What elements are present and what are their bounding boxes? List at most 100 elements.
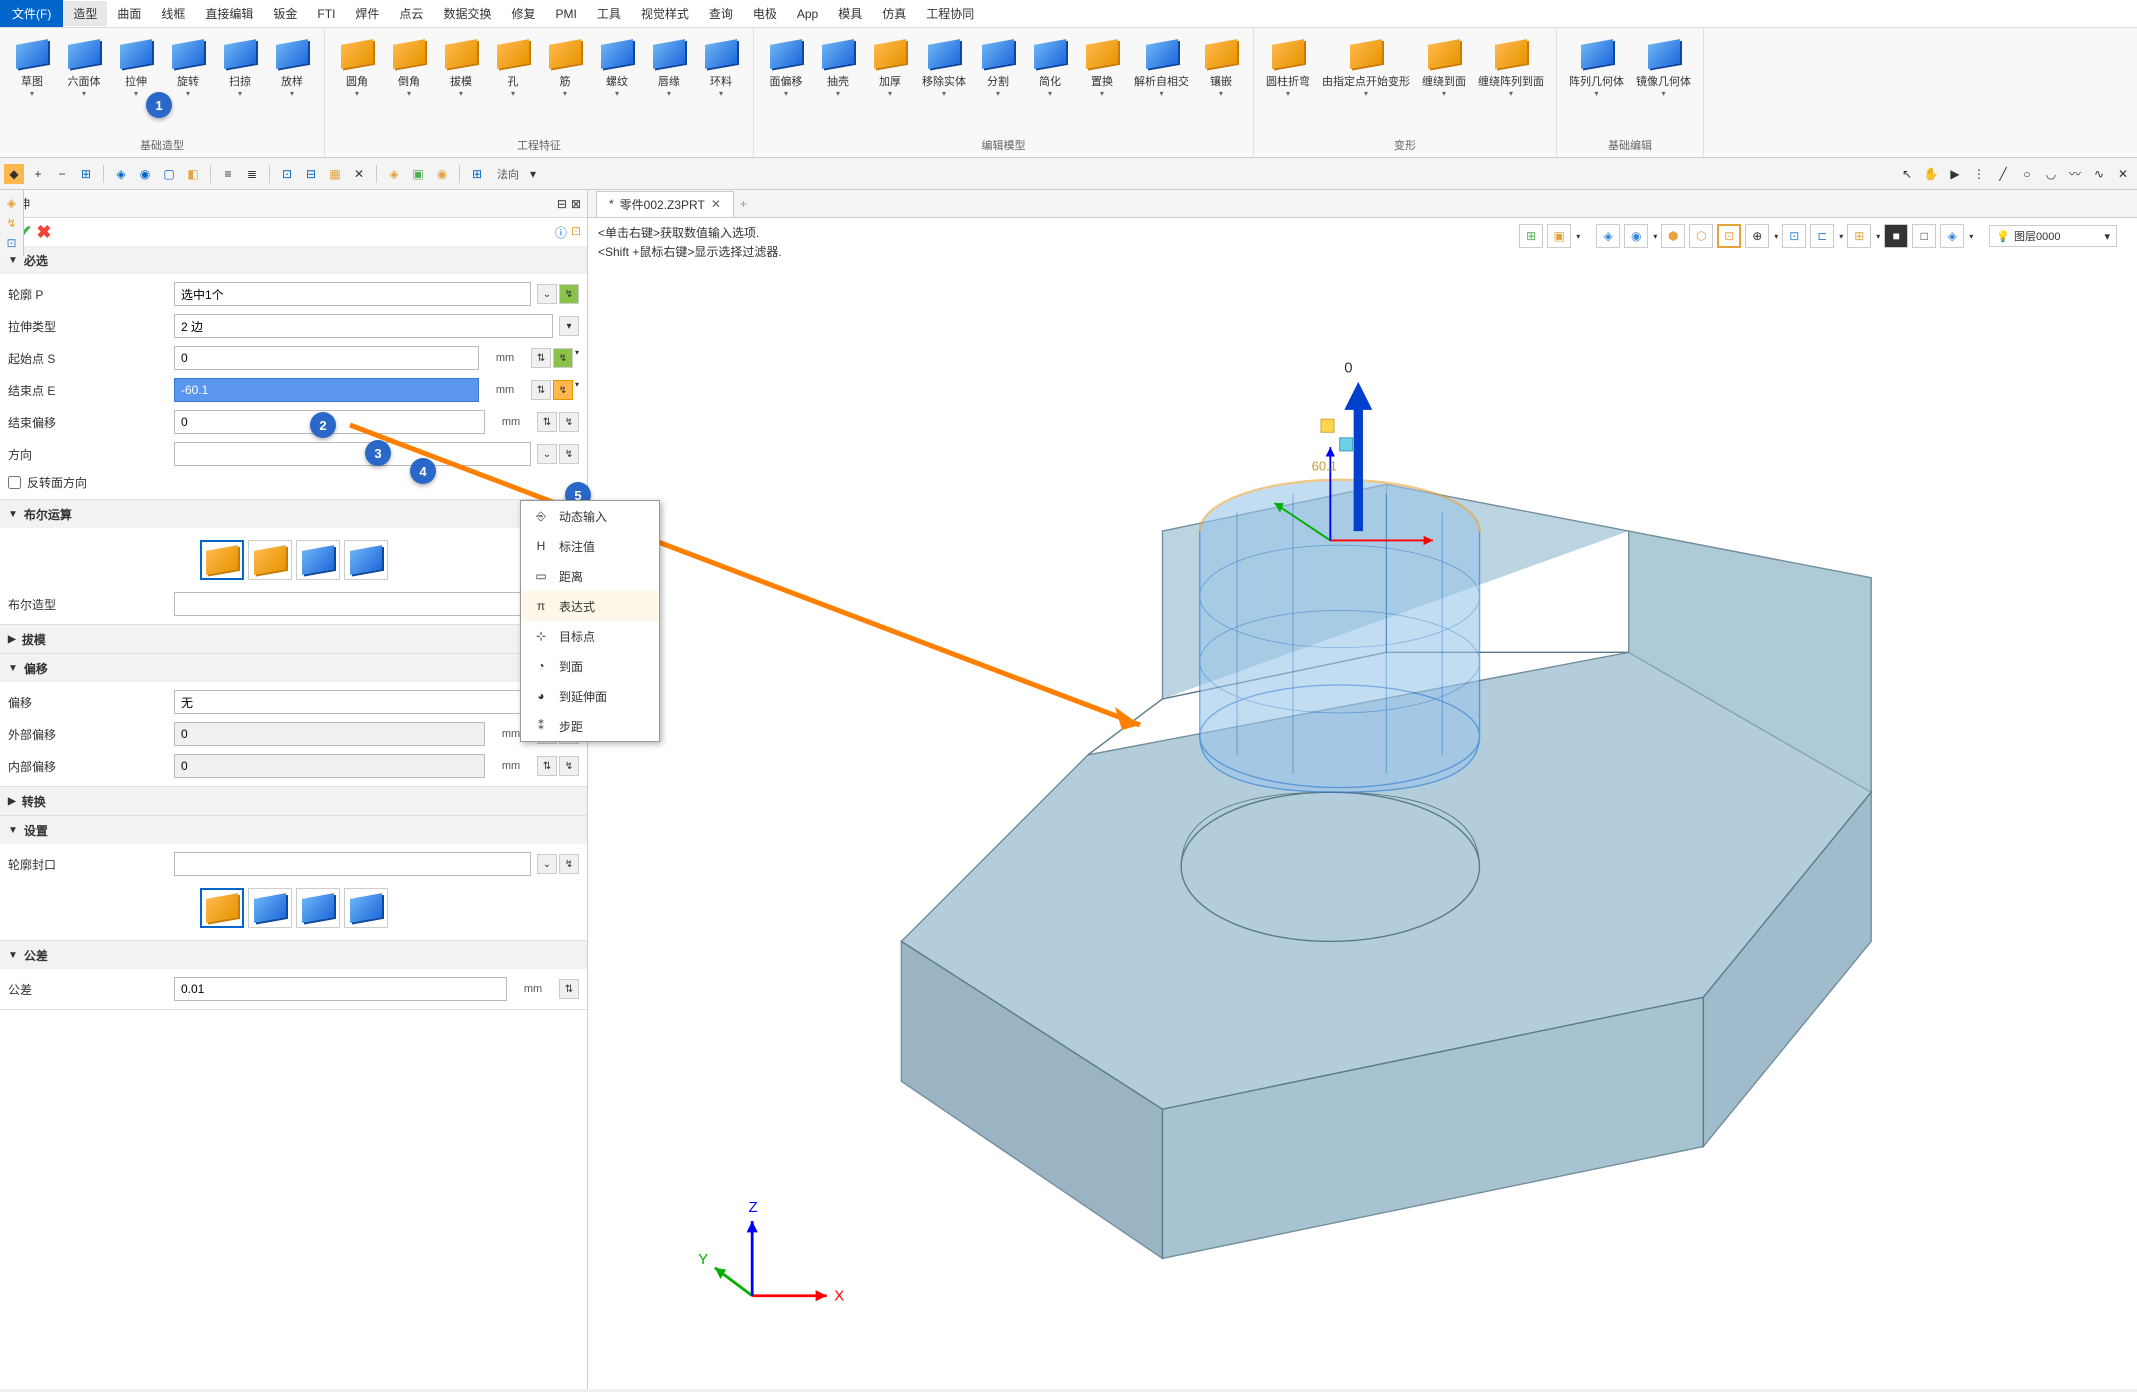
menu-item-electrode[interactable]: 电极 (743, 1, 787, 26)
menu-item-dataexchange[interactable]: 数据交换 (433, 1, 501, 26)
qt-btn-4[interactable]: ⊞ (76, 164, 96, 184)
section-boolean[interactable]: ▼布尔运算 (0, 500, 587, 528)
menu-item-pmi[interactable]: PMI (545, 3, 586, 25)
vt-btn-12[interactable]: ■ (1884, 224, 1908, 248)
context-menu-item[interactable]: ▭距离 (521, 561, 659, 591)
qt-btn-3[interactable]: − (52, 164, 72, 184)
vt-btn-6[interactable]: ⬡ (1689, 224, 1713, 248)
vt-btn-11[interactable]: ⊞ (1847, 224, 1871, 248)
qt-dropdown[interactable]: ▾ (523, 164, 543, 184)
start-input[interactable] (174, 346, 479, 370)
qt-btn-9[interactable]: ≡ (218, 164, 238, 184)
section-settings[interactable]: ▼设置 (0, 816, 587, 844)
inneroffset-spin-icon[interactable]: ⇅ (537, 756, 557, 776)
qt-hand[interactable]: ✋ (1921, 164, 1941, 184)
side-icon-3[interactable]: ⊡ (2, 236, 21, 250)
ribbon-button[interactable]: 由指定点开始变形▾ (1316, 30, 1416, 102)
ribbon-button[interactable]: 唇缘▾ (643, 30, 695, 102)
context-menu-item[interactable]: ◕到延伸面 (521, 681, 659, 711)
context-menu-item[interactable]: H标注值 (521, 531, 659, 561)
qt-play[interactable]: ▶ (1945, 164, 1965, 184)
seal-pick-icon[interactable]: ↯ (559, 854, 579, 874)
section-draft[interactable]: ▶拔模 (0, 625, 587, 653)
vt-btn-9[interactable]: ⊡ (1782, 224, 1806, 248)
seal-btn-1[interactable] (200, 888, 244, 928)
ribbon-button[interactable]: 孔▾ (487, 30, 539, 102)
doc-tab[interactable]: * 零件002.Z3PRT ✕ (596, 191, 734, 217)
start-pick-icon[interactable]: ↯ (553, 348, 573, 368)
direction-pick-icon[interactable]: ↯ (559, 444, 579, 464)
type-input[interactable] (174, 314, 553, 338)
ribbon-button[interactable]: 解析自相交▾ (1128, 30, 1195, 102)
qt-more1[interactable]: ⋮ (1969, 164, 1989, 184)
ribbon-button[interactable]: 六面体▾ (58, 30, 110, 102)
menu-item-tools[interactable]: 工具 (587, 1, 631, 26)
context-menu-item[interactable]: π表达式 (521, 591, 659, 621)
bool-btn-3[interactable] (296, 540, 340, 580)
outeroffset-input[interactable] (174, 722, 485, 746)
ribbon-button[interactable]: 环料▾ (695, 30, 747, 102)
vt-btn-4[interactable]: ◉ (1624, 224, 1648, 248)
seal-input[interactable] (174, 852, 531, 876)
menu-item-query[interactable]: 查询 (699, 1, 743, 26)
tab-add-icon[interactable]: + (740, 197, 747, 211)
seal-btn-2[interactable] (248, 888, 292, 928)
qt-btn-6[interactable]: ◉ (135, 164, 155, 184)
qt-cursor[interactable]: ↖ (1897, 164, 1917, 184)
3d-canvas[interactable]: 0 60.1 X Y (588, 270, 2137, 1389)
end-spin-icon[interactable]: ⇅ (531, 380, 551, 400)
section-offset[interactable]: ▼偏移 (0, 654, 587, 682)
inneroffset-pick-icon[interactable]: ↯ (559, 756, 579, 776)
menu-item-wireframe[interactable]: 线框 (151, 1, 195, 26)
menu-item-surface[interactable]: 曲面 (107, 1, 151, 26)
ribbon-button[interactable]: 缠绕到面▾ (1416, 30, 1472, 102)
qt-btn-7[interactable]: ▢ (159, 164, 179, 184)
tolerance-input[interactable] (174, 977, 507, 1001)
ribbon-button[interactable]: 简化▾ (1024, 30, 1076, 102)
profile-down-icon[interactable]: ⌄ (537, 284, 557, 304)
inneroffset-input[interactable] (174, 754, 485, 778)
endoffset-pick-icon[interactable]: ↯ (559, 412, 579, 432)
vt-btn-10[interactable]: ⊏ (1810, 224, 1834, 248)
end-pick-icon[interactable]: ↯ (553, 380, 573, 400)
menu-item-simulation[interactable]: 仿真 (872, 1, 916, 26)
vt-btn-1[interactable]: ⊞ (1519, 224, 1543, 248)
section-required[interactable]: ▼必选 (0, 246, 587, 274)
direction-input[interactable] (174, 442, 531, 466)
vt-btn-13[interactable]: □ (1912, 224, 1936, 248)
menu-item-pointcloud[interactable]: 点云 (389, 1, 433, 26)
ribbon-button[interactable]: 抽壳▾ (812, 30, 864, 102)
end-input[interactable] (174, 378, 479, 402)
direction-down-icon[interactable]: ⌄ (537, 444, 557, 464)
panel-min-icon[interactable]: ⊟ (557, 197, 567, 211)
ribbon-button[interactable]: 圆角▾ (331, 30, 383, 102)
side-icon-1[interactable]: ◈ (2, 196, 21, 210)
vt-btn-7[interactable]: ⊡ (1717, 224, 1741, 248)
bool-btn-4[interactable] (344, 540, 388, 580)
seal-down-icon[interactable]: ⌄ (537, 854, 557, 874)
flip-checkbox[interactable] (8, 476, 21, 489)
file-menu[interactable]: 文件(F) (0, 0, 63, 27)
panel-close-icon[interactable]: ⊠ (571, 197, 581, 211)
ribbon-button[interactable]: 镶嵌▾ (1195, 30, 1247, 102)
context-menu-item[interactable]: ⊹目标点 (521, 621, 659, 651)
qt-curve2[interactable]: ∿ (2089, 164, 2109, 184)
qt-btn-15[interactable]: ◈ (384, 164, 404, 184)
qt-btn-13[interactable]: ▦ (325, 164, 345, 184)
ribbon-button[interactable]: 倒角▾ (383, 30, 435, 102)
tab-close-icon[interactable]: ✕ (711, 197, 721, 211)
vt-btn-3[interactable]: ◈ (1596, 224, 1620, 248)
start-spin-icon[interactable]: ⇅ (531, 348, 551, 368)
ribbon-button[interactable]: 旋转▾ (162, 30, 214, 102)
ribbon-button[interactable]: 筋▾ (539, 30, 591, 102)
ribbon-button[interactable]: 分割▾ (972, 30, 1024, 102)
qt-btn-18[interactable]: ⊞ (467, 164, 487, 184)
qt-curve[interactable]: 〰 (2065, 164, 2085, 184)
endoffset-spin-icon[interactable]: ⇅ (537, 412, 557, 432)
ribbon-button[interactable]: 拔模▾ (435, 30, 487, 102)
offset-input[interactable] (174, 690, 553, 714)
qt-btn-17[interactable]: ◉ (432, 164, 452, 184)
qt-btn-14[interactable]: ✕ (349, 164, 369, 184)
menu-item-collab[interactable]: 工程协同 (916, 1, 984, 26)
bool-btn-2[interactable] (248, 540, 292, 580)
